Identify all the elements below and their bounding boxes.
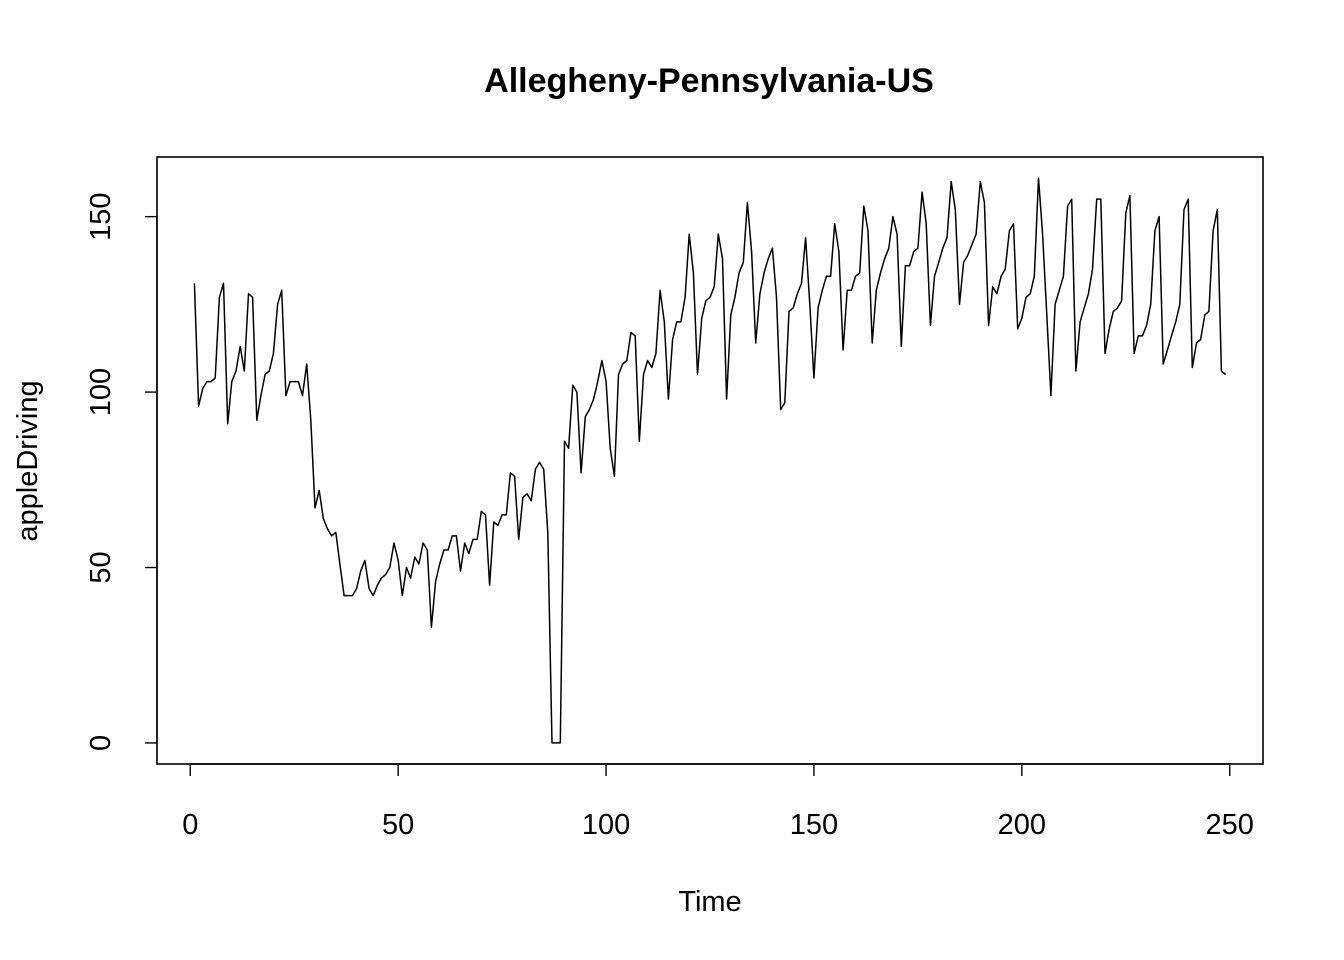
x-tick-label: 200: [998, 809, 1046, 841]
x-tick-label: 250: [1206, 809, 1254, 841]
chart-title: Allegheny-Pennsylvania-US: [484, 62, 934, 100]
y-tick-label: 50: [85, 551, 117, 583]
y-axis-label: appleDriving: [12, 380, 44, 541]
x-tick-label: 0: [182, 809, 198, 841]
y-axis: 0 50 100 150: [85, 192, 158, 751]
y-tick-label: 150: [85, 192, 117, 240]
x-axis: 0 50 100 150 200 250: [182, 763, 1254, 841]
x-tick-label: 100: [582, 809, 630, 841]
series-line: [193, 177, 1227, 744]
plot-frame: [156, 156, 1264, 765]
x-tick-label: 50: [382, 809, 414, 841]
x-axis-label: Time: [678, 886, 741, 918]
y-tick-label: 100: [85, 368, 117, 416]
y-tick-label: 0: [85, 735, 117, 751]
x-tick-label: 150: [790, 809, 838, 841]
